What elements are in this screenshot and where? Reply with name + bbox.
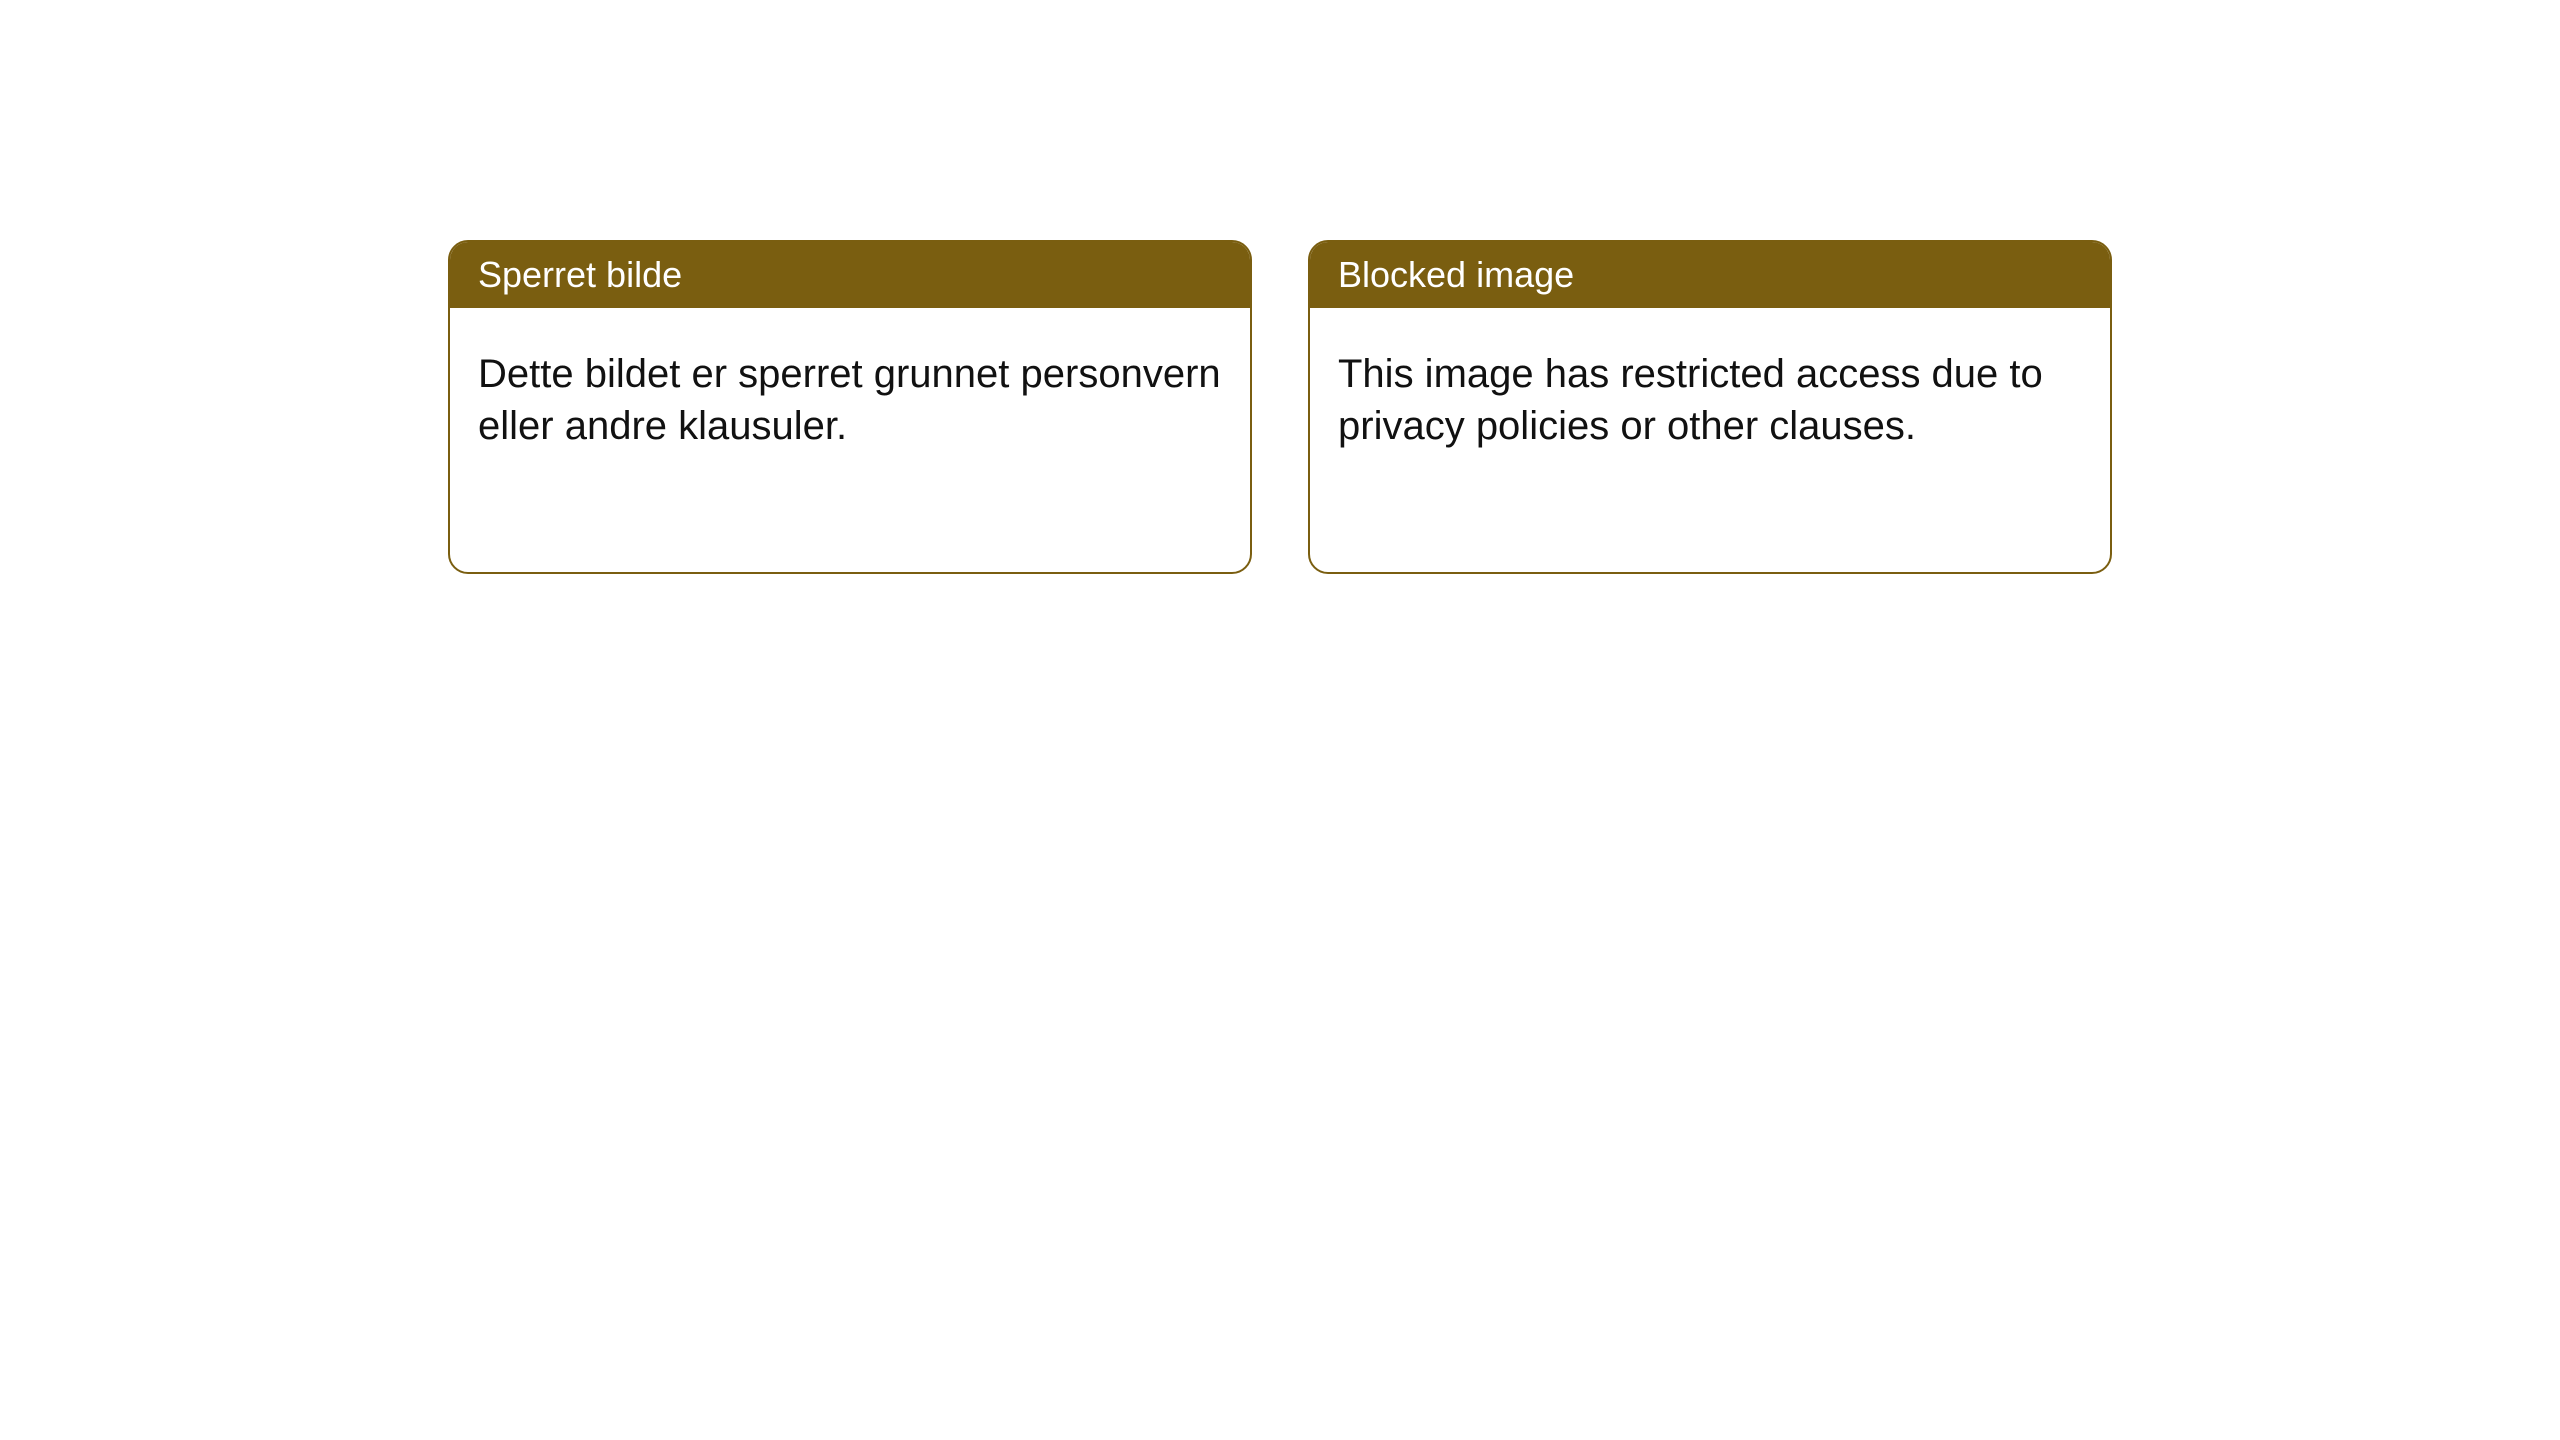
card-title: Blocked image xyxy=(1338,254,1574,295)
card-message: This image has restricted access due to … xyxy=(1338,352,2043,448)
notice-container: Sperret bilde Dette bildet er sperret gr… xyxy=(0,0,2560,574)
card-message: Dette bildet er sperret grunnet personve… xyxy=(478,352,1221,448)
card-body: Dette bildet er sperret grunnet personve… xyxy=(450,308,1250,492)
card-body: This image has restricted access due to … xyxy=(1310,308,2110,492)
card-header: Sperret bilde xyxy=(450,242,1250,308)
blocked-image-card-norwegian: Sperret bilde Dette bildet er sperret gr… xyxy=(448,240,1252,574)
blocked-image-card-english: Blocked image This image has restricted … xyxy=(1308,240,2112,574)
card-header: Blocked image xyxy=(1310,242,2110,308)
card-title: Sperret bilde xyxy=(478,254,682,295)
